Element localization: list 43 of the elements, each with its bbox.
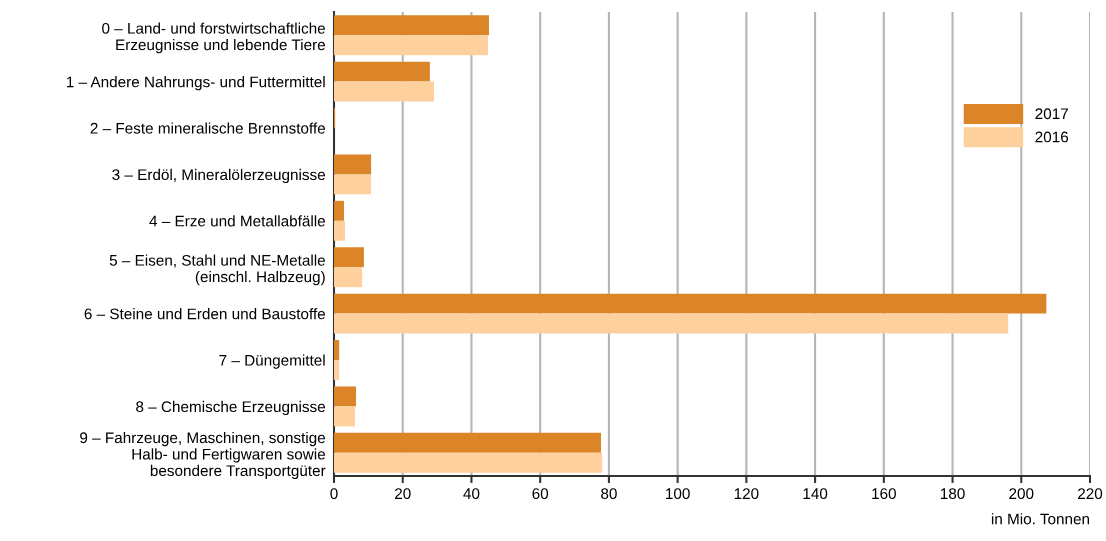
y-tick-label: 2 – Feste mineralische Brennstoffe (90, 122, 325, 134)
y-tick-label: 4 – Erze und Metallabfälle (149, 215, 325, 227)
y-tick-label: 6 – Steine und Erden und Baustoffe (84, 308, 326, 320)
bar (334, 313, 1009, 334)
x-tick-label: 220 (1078, 488, 1103, 500)
x-tick-label: 140 (803, 488, 828, 500)
bar (334, 61, 430, 82)
bar (334, 340, 340, 360)
y-tick-label: 5 – Eisen, Stahl und NE-Metalle (einschl. Halbzeug) (109, 254, 325, 286)
bar (334, 432, 602, 453)
x-tick-label: 180 (940, 488, 965, 500)
bar (334, 452, 603, 473)
x-tick-label: 0 (330, 488, 338, 500)
bar (334, 15, 489, 36)
y-tick-label: 9 – Fahrzeuge, Maschinen, sonstige Halb- und Fertigwaren sowie besondere Transportgüter (80, 431, 326, 480)
legend-label: 2017 (1035, 108, 1068, 120)
bar (334, 247, 364, 268)
bar (334, 267, 363, 288)
y-tick-label: 0 – Land- und forstwirtschaftliche Erzeugnisse und lebende Tiere (102, 22, 325, 54)
x-tick-label: 40 (463, 488, 480, 500)
bar (334, 406, 355, 427)
bar (334, 35, 488, 56)
bar (334, 154, 372, 175)
y-tick-label: 8 – Chemische Erzeugnisse (136, 400, 325, 416)
x-tick-label: 100 (666, 488, 690, 500)
x-tick-label: 20 (395, 488, 411, 500)
x-tick-label: 60 (532, 488, 549, 500)
y-tick-label: 1 – Andere Nahrungs- und Futtermittel (66, 76, 325, 91)
legend-label: 2016 (1035, 131, 1069, 143)
bar (334, 174, 372, 195)
x-tick-label: 200 (1009, 488, 1034, 500)
bar (334, 386, 356, 407)
bar (334, 293, 1047, 314)
y-tick-label: 7 – Düngemittel (219, 354, 325, 369)
x-axis-title: in Mio. Tonnen (991, 513, 1090, 525)
bar (334, 360, 340, 380)
x-tick-label: 160 (872, 488, 896, 500)
y-tick-label: 3 – Erdöl, Mineralölerzeugnisse (112, 168, 325, 184)
x-tick-label: 120 (734, 488, 759, 500)
bar (334, 200, 344, 221)
x-tick-label: 80 (601, 488, 617, 500)
bar (334, 81, 434, 102)
bar (334, 220, 345, 241)
